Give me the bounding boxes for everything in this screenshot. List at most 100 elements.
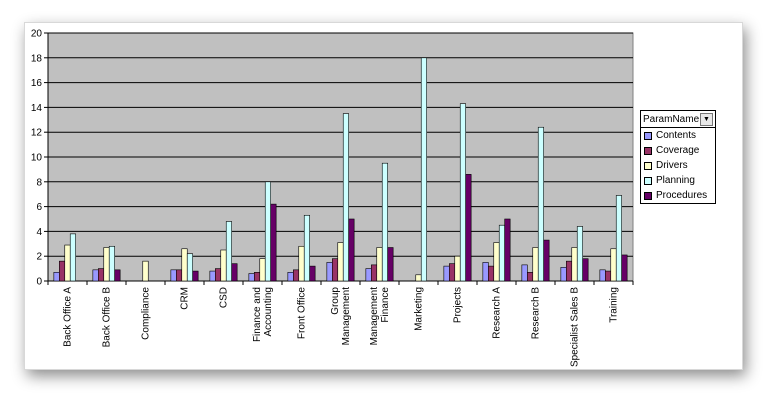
bar-procedures <box>543 239 550 282</box>
bar-drivers <box>64 244 71 282</box>
bar-coverage <box>59 260 66 282</box>
y-tick-label: 4 <box>36 227 42 238</box>
bar-procedures <box>504 218 511 282</box>
bar-drivers <box>454 255 461 282</box>
x-tick-label: ManagementFinance <box>369 287 391 346</box>
x-tick-label: Marketing <box>414 287 425 331</box>
bar-contents <box>287 272 294 282</box>
bar-planning <box>576 226 583 282</box>
bar-planning <box>459 103 466 282</box>
bar-contents <box>521 264 528 282</box>
bar-planning <box>420 57 427 282</box>
y-tick-label: 20 <box>31 29 43 40</box>
bar-planning <box>108 245 115 282</box>
x-tick-label: Back Office A <box>63 287 74 347</box>
x-tick-label: GroupManagement <box>330 287 352 346</box>
bar-contents <box>53 272 60 282</box>
bar-procedures <box>114 269 121 282</box>
y-tick-label: 14 <box>31 103 43 114</box>
bar-contents <box>482 262 489 282</box>
bar-procedures <box>387 247 394 282</box>
bar-drivers <box>142 260 149 282</box>
legend-title: ParamName <box>643 113 700 125</box>
bar-contents <box>599 269 606 282</box>
y-tick-label: 16 <box>31 78 43 89</box>
bar-planning <box>615 195 622 282</box>
legend-swatch <box>644 146 652 155</box>
legend-label: Drivers <box>656 160 688 171</box>
bar-planning <box>225 221 232 282</box>
legend-label: Procedures <box>656 190 708 201</box>
bar-drivers <box>415 274 422 282</box>
y-tick-label: 2 <box>36 252 42 263</box>
bar-coverage <box>98 268 105 282</box>
y-tick-label: 10 <box>31 153 43 164</box>
y-tick-label: 0 <box>36 277 42 288</box>
bar-drivers <box>337 242 344 282</box>
dropdown-arrow-icon[interactable]: ▼ <box>700 112 713 126</box>
bar-drivers <box>376 247 383 282</box>
bar-contents <box>560 267 567 282</box>
bar-procedures <box>582 258 589 282</box>
bar-contents <box>443 265 450 282</box>
x-tick-label: Projects <box>453 287 464 323</box>
bar-procedures <box>309 265 316 282</box>
legend-label: Contents <box>656 130 697 141</box>
bar-procedures <box>465 174 472 282</box>
x-tick-label: Back Office B <box>102 287 113 348</box>
legend-swatch <box>644 131 652 140</box>
bar-procedures <box>231 263 238 282</box>
legend-label: Coverage <box>656 145 700 156</box>
bar-planning <box>264 181 271 282</box>
bar-procedures <box>192 270 199 282</box>
bar-coverage <box>566 260 573 282</box>
bar-drivers <box>571 247 578 282</box>
legend: ParamName ▼ Contents Coverage Drivers Plann… <box>640 110 716 204</box>
bar-planning <box>186 253 193 282</box>
legend-swatch <box>644 176 652 185</box>
bar-contents <box>248 273 255 282</box>
bar-contents <box>365 268 372 282</box>
bar-coverage <box>215 268 222 282</box>
y-tick-label: 6 <box>36 202 42 213</box>
x-tick-label: Research B <box>531 287 542 340</box>
bar-drivers <box>103 247 110 282</box>
bar-procedures <box>621 254 628 282</box>
bar-coverage <box>176 269 183 282</box>
bar-planning <box>69 233 76 282</box>
bar-coverage <box>371 264 378 282</box>
bar-drivers <box>298 245 305 282</box>
bar-contents <box>209 270 216 282</box>
x-tick-label: CSD <box>219 287 230 308</box>
bar-coverage <box>605 270 612 282</box>
bar-planning <box>498 224 505 282</box>
bar-coverage <box>293 269 300 282</box>
legend-swatch <box>644 161 652 170</box>
x-tick-label: Finance andAccounting <box>252 287 274 342</box>
legend-item-drivers: Drivers <box>641 158 715 173</box>
x-tick-label: Training <box>609 287 620 323</box>
bar-coverage <box>449 263 456 282</box>
bar-drivers <box>259 258 266 282</box>
bar-drivers <box>532 247 539 282</box>
x-tick-label: Front Office <box>297 287 308 339</box>
bar-procedures <box>348 218 355 282</box>
x-tick-label: Specialist Sales B <box>570 287 581 367</box>
y-tick-label: 8 <box>36 177 42 188</box>
legend-item-contents: Contents <box>641 128 715 143</box>
x-tick-label: Research A <box>492 287 503 339</box>
bar-coverage <box>488 265 495 282</box>
bar-procedures <box>270 203 277 282</box>
bar-contents <box>326 262 333 282</box>
legend-item-planning: Planning <box>641 173 715 188</box>
x-tick-label: Compliance <box>141 287 152 340</box>
bar-planning <box>381 162 388 282</box>
bar-coverage <box>254 272 261 282</box>
legend-header[interactable]: ParamName ▼ <box>641 111 715 128</box>
x-tick-label: CRM <box>180 287 191 310</box>
y-tick-label: 18 <box>31 53 43 64</box>
bar-planning <box>342 113 349 282</box>
legend-item-procedures: Procedures <box>641 188 715 203</box>
bar-drivers <box>220 249 227 282</box>
